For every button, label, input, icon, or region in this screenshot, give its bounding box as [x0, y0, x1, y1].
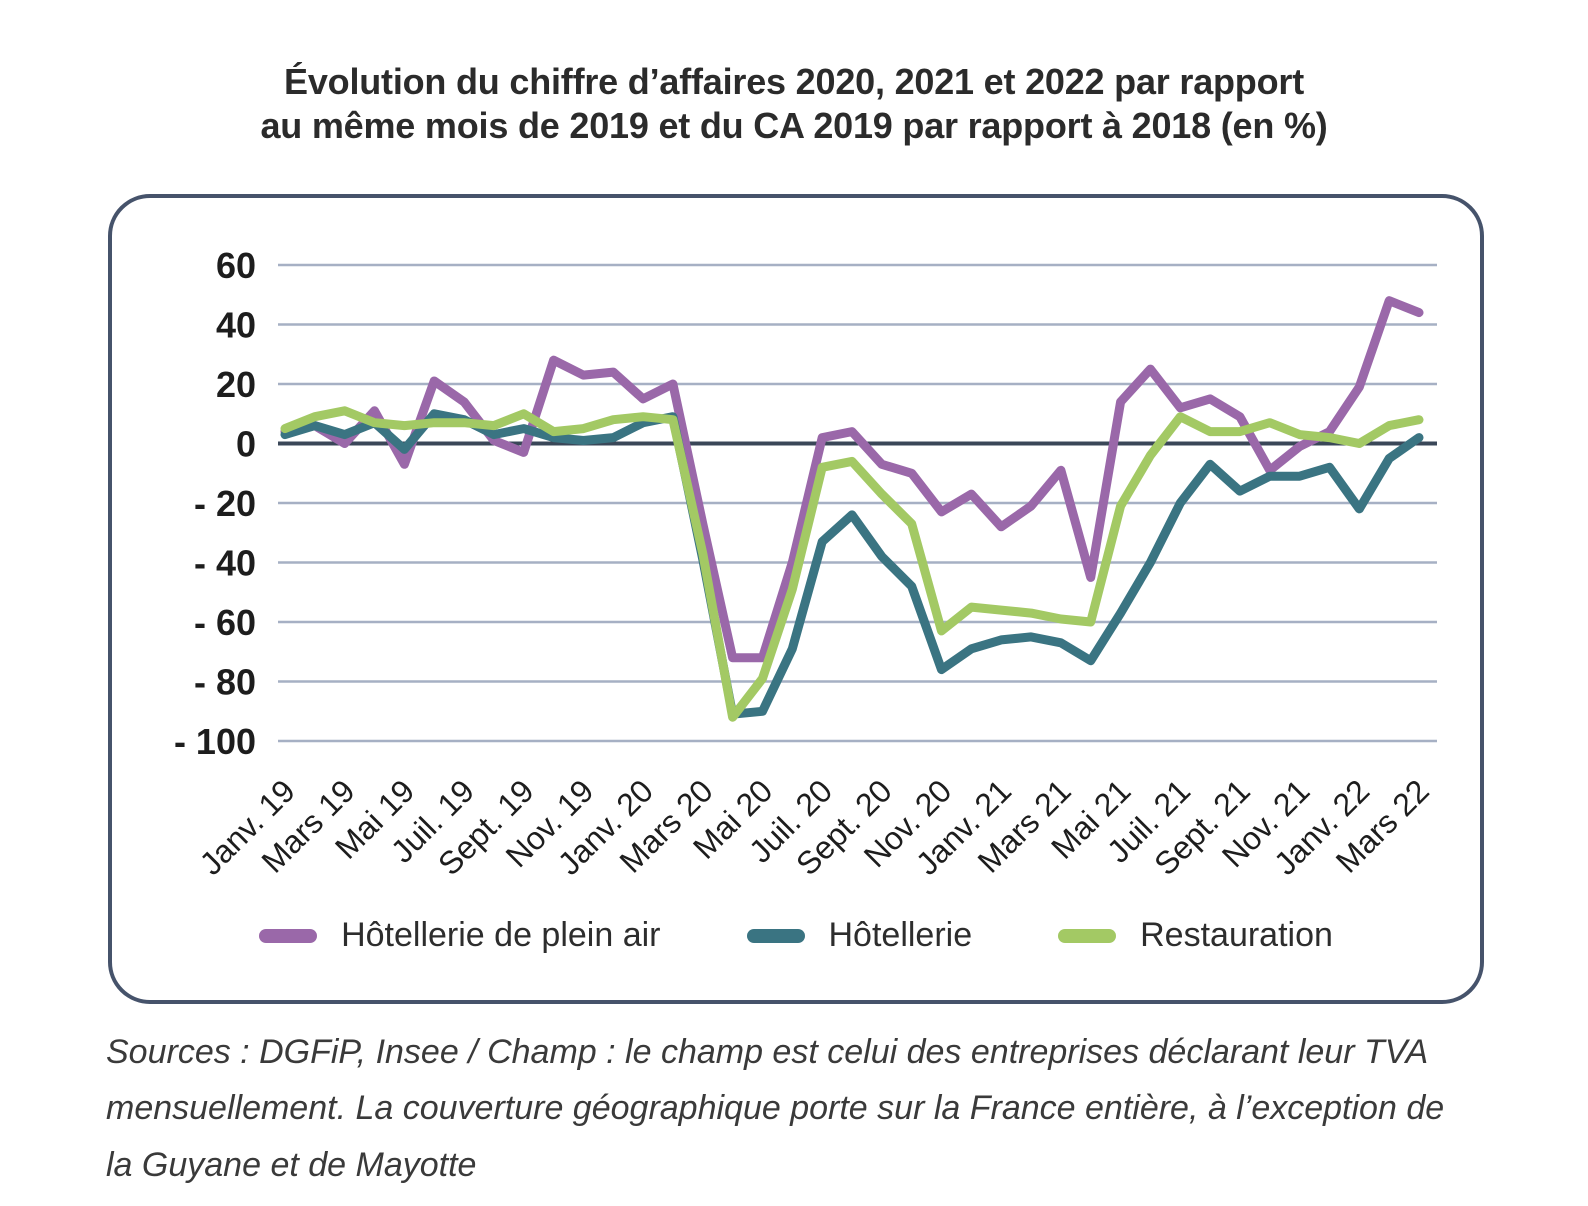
- chart-title-line2: au même mois de 2019 et du CA 2019 par r…: [260, 104, 1328, 146]
- chart-title: Évolution du chiffre d’affaires 2020, 20…: [0, 60, 1588, 148]
- series-line-h-tellerie-de-plein-air: [280, 296, 1424, 663]
- y-tick-label: 40: [216, 305, 256, 346]
- y-tick-label: - 40: [194, 543, 256, 584]
- legend: Hôtellerie de plein air Hôtellerie Resta…: [108, 916, 1484, 955]
- y-tick-label: - 100: [174, 721, 256, 762]
- series-line-restauration: [280, 406, 1424, 722]
- y-tick-label: - 60: [194, 602, 256, 643]
- legend-swatch-restauration: [1058, 928, 1117, 943]
- legend-item-hotellerie-de-plein-air: Hôtellerie de plein air: [259, 916, 661, 955]
- legend-swatch-hotellerie: [746, 928, 805, 943]
- y-tick-label: - 20: [194, 483, 256, 524]
- source-note-line2: mensuellement. La couverture géographiqu…: [106, 1089, 1445, 1128]
- y-tick-label: - 80: [194, 662, 256, 703]
- legend-label-hotellerie: Hôtellerie: [828, 916, 973, 954]
- y-tick-label: 0: [236, 424, 256, 465]
- y-tick-label: 20: [216, 364, 256, 405]
- chart-title-line1: Évolution du chiffre d’affaires 2020, 20…: [284, 61, 1304, 102]
- source-note-line3: la Guyane et de Mayotte: [106, 1145, 477, 1184]
- legend-label-restauration: Restauration: [1140, 916, 1333, 954]
- source-note: Sources : DGFiP, Insee / Champ : le cham…: [106, 1024, 1526, 1193]
- legend-item-hotellerie: Hôtellerie: [746, 916, 973, 955]
- chart-panel: [108, 194, 1484, 1004]
- source-note-line1: Sources : DGFiP, Insee / Champ : le cham…: [106, 1033, 1429, 1071]
- legend-item-restauration: Restauration: [1058, 916, 1333, 955]
- legend-swatch-hotellerie-de-plein-air: [259, 928, 318, 943]
- y-tick-label: 60: [216, 245, 256, 286]
- legend-label-hotellerie-de-plein-air: Hôtellerie de plein air: [341, 916, 661, 954]
